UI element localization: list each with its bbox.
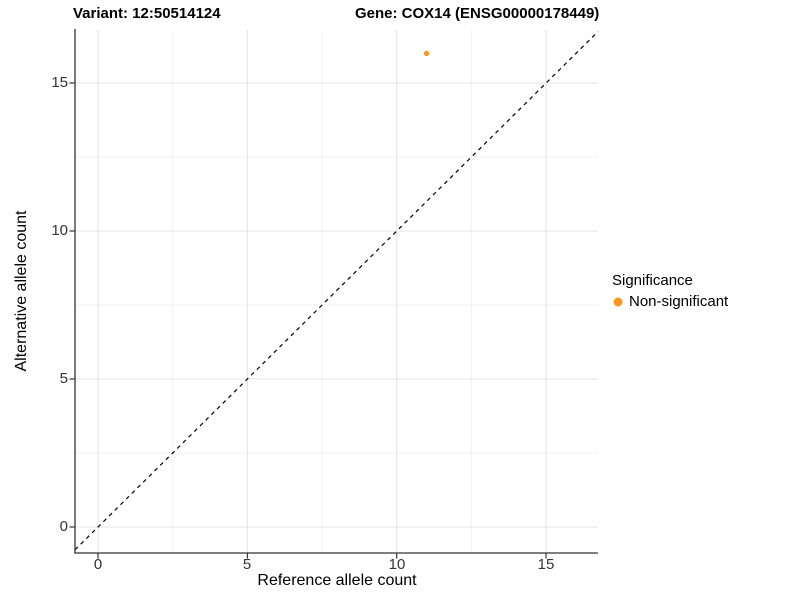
- x-tick-label-5: 5: [242, 556, 252, 573]
- legend-point-icon: [613, 297, 623, 307]
- gene-title: Gene: COX14 (ENSG00000178449): [355, 5, 600, 22]
- x-tick-label-10: 10: [388, 556, 406, 573]
- axis-lines: [74, 29, 598, 554]
- variant-title: Variant: 12:50514124: [73, 5, 221, 22]
- identity-line: [74, 31, 599, 551]
- legend-title: Significance: [612, 272, 693, 289]
- x-tick-marks: [97, 553, 547, 559]
- y-minor-gridlines: [75, 156, 598, 454]
- y-tick-label-5: 5: [59, 370, 68, 387]
- x-major-gridlines: [97, 30, 547, 553]
- legend-item-non-significant: Non-significant: [612, 293, 728, 311]
- y-tick-label-10: 10: [51, 222, 68, 239]
- y-tick-marks: [69, 82, 75, 528]
- data-point: [423, 50, 430, 57]
- x-axis-title: Reference allele count: [257, 572, 417, 589]
- x-tick-label-15: 15: [537, 556, 555, 573]
- x-minor-gridlines: [172, 30, 472, 553]
- y-major-gridlines: [75, 82, 598, 528]
- legend: Significance Non-significant: [612, 272, 728, 311]
- y-tick-label-0: 0: [59, 518, 68, 535]
- legend-item-label: Non-significant: [629, 293, 729, 310]
- x-tick-label-0: 0: [93, 556, 103, 573]
- y-axis-title: Alternative allele count: [13, 210, 30, 372]
- y-tick-label-15: 15: [51, 74, 68, 91]
